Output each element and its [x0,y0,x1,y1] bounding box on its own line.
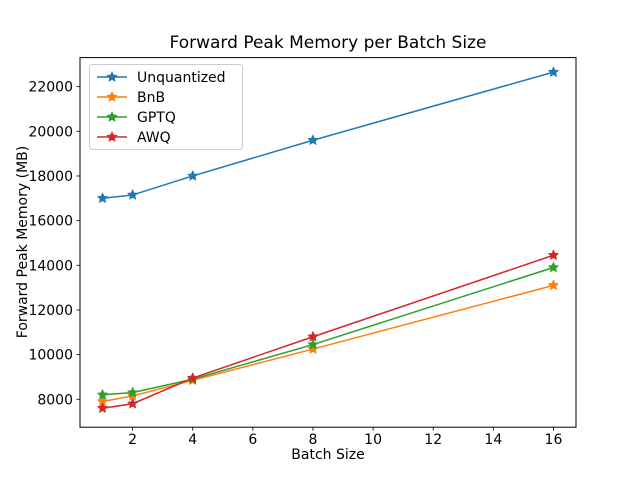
legend-marker [106,130,118,142]
legend-marker [106,70,118,82]
x-tick-label: 14 [484,432,502,448]
y-axis-label: Forward Peak Memory (MB) [15,145,31,339]
legend-box [89,64,243,150]
x-tick-label: 6 [248,432,257,448]
legend-marker [106,90,118,102]
y-tick-label: 10000 [28,348,73,364]
legend-marker [106,110,118,122]
axes-frame [79,57,577,428]
y-tick-label: 8000 [37,392,73,408]
chart-title: Forward Peak Memory per Batch Size [169,33,487,53]
data-point-marker [547,261,560,273]
y-tick-label: 12000 [28,303,73,319]
data-point-marker [307,134,319,146]
data-point-marker [547,66,560,78]
y-tick-label: 22000 [28,80,73,96]
data-point-marker [126,188,139,200]
series-line-awq [102,254,554,409]
x-tick-label: 16 [545,432,563,448]
data-point-marker [96,402,109,414]
y-tick-label: 18000 [28,169,73,185]
data-point-marker [126,397,139,409]
legend-label-bnb: BnB [137,90,165,106]
data-point-marker [186,371,199,384]
x-tick-label: 12 [424,432,442,448]
legend-label-awq: AWQ [137,130,171,146]
x-tick-label: 2 [128,432,137,448]
data-point-marker [126,386,139,398]
data-point-marker [547,279,560,291]
legend-label-unquantized: Unquantized [137,70,226,86]
data-point-marker [96,388,109,400]
data-point-marker [547,249,560,261]
x-axis-label: Batch Size [291,447,365,463]
x-tick-label: 10 [364,432,382,448]
data-point-marker [96,192,109,204]
data-point-marker [307,342,319,354]
x-tick-label: 4 [188,432,197,448]
y-tick-label: 20000 [28,124,73,140]
y-tick-label: 16000 [28,214,73,230]
y-tick-label: 14000 [28,258,73,274]
data-point-marker [186,169,199,181]
x-tick-label: 8 [309,432,318,448]
legend-label-gptq: GPTQ [137,110,176,126]
data-point-marker [307,338,319,350]
data-point-marker [307,330,319,342]
